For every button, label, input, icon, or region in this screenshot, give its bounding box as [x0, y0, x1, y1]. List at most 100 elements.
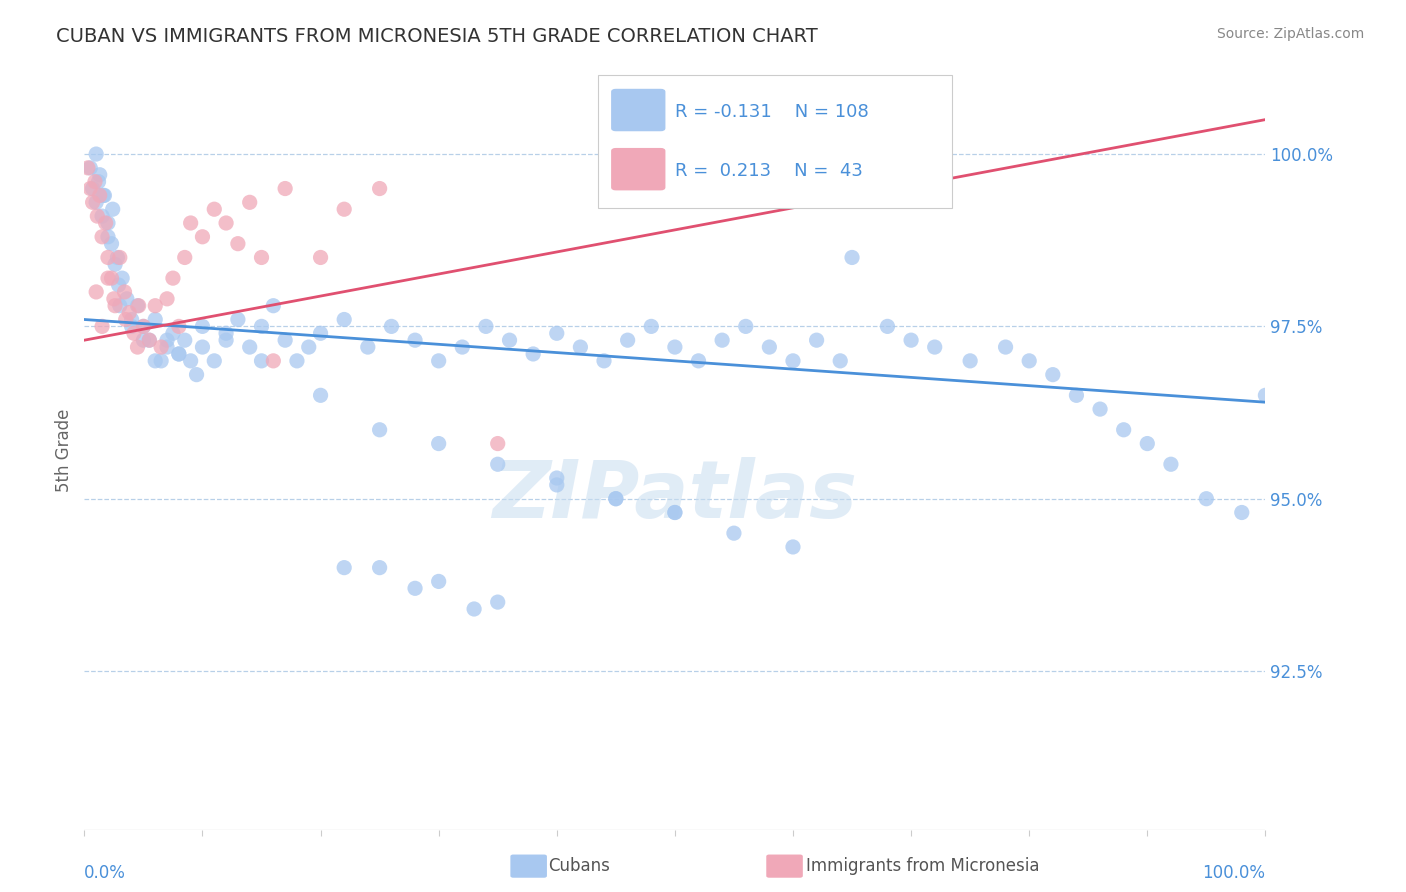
- Point: [451, 340, 474, 354]
- Point: [121, 312, 143, 326]
- Point: [191, 340, 214, 354]
- Point: [239, 195, 262, 210]
- Point: [138, 333, 160, 347]
- Point: [97, 251, 120, 265]
- Point: [107, 251, 129, 265]
- Point: [150, 354, 173, 368]
- Text: R =  0.213    N =  43: R = 0.213 N = 43: [675, 161, 863, 179]
- Point: [486, 436, 509, 450]
- Point: [1195, 491, 1218, 506]
- Point: [711, 333, 734, 347]
- Point: [108, 299, 131, 313]
- FancyBboxPatch shape: [598, 75, 952, 208]
- Point: [191, 229, 214, 244]
- Point: [250, 319, 273, 334]
- Point: [100, 271, 122, 285]
- Y-axis label: 5th Grade: 5th Grade: [55, 409, 73, 492]
- Point: [138, 333, 160, 347]
- Point: [91, 229, 114, 244]
- Point: [876, 319, 898, 334]
- Point: [1254, 388, 1277, 402]
- Point: [806, 333, 828, 347]
- Point: [1088, 402, 1111, 417]
- Point: [180, 354, 202, 368]
- Point: [107, 278, 129, 293]
- Point: [333, 560, 356, 574]
- Point: [546, 471, 568, 485]
- Point: [239, 340, 262, 354]
- Point: [186, 368, 208, 382]
- Point: [122, 326, 145, 341]
- Point: [127, 340, 149, 354]
- Point: [309, 326, 332, 341]
- Point: [380, 319, 402, 334]
- Point: [274, 181, 297, 195]
- Point: [427, 354, 450, 368]
- Point: [782, 540, 804, 554]
- Point: [156, 292, 179, 306]
- Point: [114, 285, 136, 299]
- Point: [93, 188, 115, 202]
- Point: [121, 319, 143, 334]
- Point: [91, 209, 114, 223]
- Point: [522, 347, 544, 361]
- Point: [616, 333, 638, 347]
- Point: [404, 582, 426, 596]
- Point: [427, 436, 450, 450]
- Point: [1112, 423, 1135, 437]
- Point: [150, 340, 173, 354]
- Point: [84, 147, 107, 161]
- Point: [758, 340, 780, 354]
- Point: [84, 195, 107, 210]
- Text: Cubans: Cubans: [548, 857, 610, 875]
- Point: [546, 478, 568, 492]
- Point: [108, 251, 131, 265]
- Point: [132, 333, 155, 347]
- Point: [226, 312, 249, 326]
- Text: CUBAN VS IMMIGRANTS FROM MICRONESIA 5TH GRADE CORRELATION CHART: CUBAN VS IMMIGRANTS FROM MICRONESIA 5TH …: [56, 27, 818, 45]
- Point: [1230, 506, 1253, 520]
- Point: [274, 333, 297, 347]
- Point: [357, 340, 380, 354]
- Point: [782, 354, 804, 368]
- Point: [309, 251, 332, 265]
- Point: [924, 340, 946, 354]
- Point: [605, 491, 627, 506]
- Point: [215, 216, 238, 230]
- Point: [87, 175, 110, 189]
- Point: [118, 305, 141, 319]
- Point: [593, 354, 616, 368]
- Point: [486, 595, 509, 609]
- Text: Source: ZipAtlas.com: Source: ZipAtlas.com: [1216, 27, 1364, 41]
- Point: [734, 319, 756, 334]
- Point: [688, 354, 710, 368]
- Point: [1018, 354, 1040, 368]
- Point: [333, 312, 356, 326]
- Point: [498, 333, 520, 347]
- Point: [959, 354, 981, 368]
- Point: [127, 299, 149, 313]
- Point: [89, 168, 111, 182]
- Point: [298, 340, 321, 354]
- Point: [115, 292, 138, 306]
- FancyBboxPatch shape: [612, 89, 665, 131]
- Point: [368, 560, 391, 574]
- Point: [640, 319, 662, 334]
- Point: [368, 181, 391, 195]
- Point: [427, 574, 450, 589]
- Point: [156, 340, 179, 354]
- Point: [173, 333, 195, 347]
- Point: [111, 271, 134, 285]
- Point: [97, 271, 120, 285]
- Point: [114, 312, 136, 326]
- Point: [97, 229, 120, 244]
- Point: [1136, 436, 1159, 450]
- Point: [143, 312, 166, 326]
- Point: [664, 506, 686, 520]
- Point: [84, 175, 107, 189]
- Point: [156, 333, 179, 347]
- Point: [250, 354, 273, 368]
- Point: [262, 299, 284, 313]
- Point: [463, 602, 485, 616]
- Point: [202, 202, 225, 217]
